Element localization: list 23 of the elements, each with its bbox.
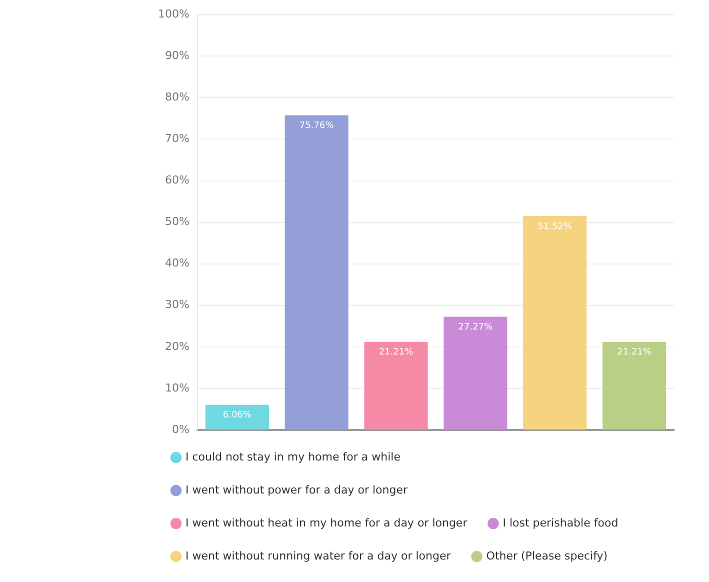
y-tick-label: 40%: [164, 256, 190, 270]
legend-label: I went without power for a day or longer: [186, 483, 408, 496]
y-tick-label: 60%: [164, 174, 190, 187]
y-tick-label: 80%: [164, 90, 190, 104]
y-tick-label: 0%: [172, 422, 190, 436]
data-label: 6.06%: [222, 410, 252, 421]
data-label: 27.27%: [458, 322, 494, 333]
data-label: 21.21%: [617, 348, 652, 358]
legend-label: Other (Please specify): [486, 549, 608, 562]
data-label: 21.21%: [378, 348, 414, 358]
legend-label: I lost perishable food: [502, 516, 618, 530]
y-tick-label: 50%: [164, 215, 190, 228]
legend-label: I went without heat in my home for a day or longer: [186, 516, 468, 530]
y-tick-label: 20%: [164, 340, 190, 353]
y-tick-label: 90%: [164, 49, 190, 62]
y-tick-label: 10%: [164, 381, 190, 394]
legend-label: I went without running water for a day or longer: [186, 549, 452, 562]
y-tick-label: 70%: [164, 132, 190, 146]
data-label: 51.52%: [538, 222, 572, 232]
legend-label: I could not stay in my home for a while: [186, 450, 401, 464]
data-label: 75.76%: [299, 121, 334, 132]
y-tick-label: 30%: [164, 298, 190, 312]
y-tick-label: 100%: [158, 7, 190, 20]
